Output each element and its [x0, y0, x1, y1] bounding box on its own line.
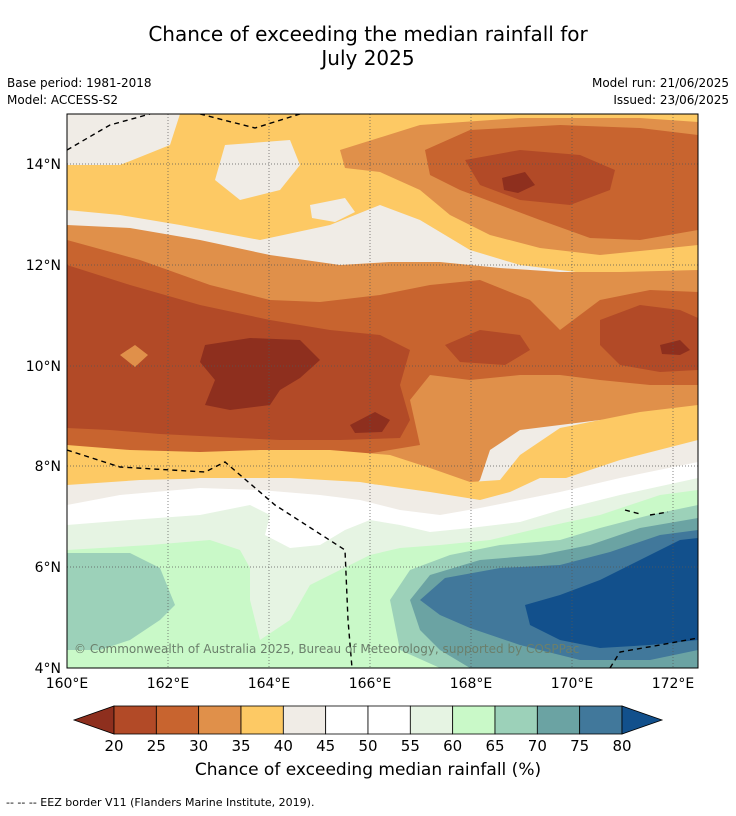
model-label: Model: ACCESS-S2: [7, 93, 119, 107]
band-40-45-small: [310, 198, 355, 222]
colorbar-tick-label: 65: [485, 737, 504, 755]
model-run-label: Model run: 21/06/2025: [591, 76, 729, 90]
issued-label: Issued: 23/06/2025: [613, 93, 729, 107]
longitude-tick-label: 160°E: [46, 676, 89, 692]
band-20-25-east: [600, 305, 698, 372]
latitude-tick-label: 4°N: [35, 661, 61, 677]
colorbar-swatch: [113, 705, 157, 735]
latitude-tick-label: 6°N: [35, 560, 61, 576]
colorbar-over-arrow: [621, 705, 664, 735]
colorbar-title: Chance of exceeding median rainfall (%): [194, 760, 542, 780]
colorbar-swatch: [198, 705, 242, 735]
band-35-40-south: [67, 405, 698, 500]
colorbar-tick-label: 60: [443, 737, 462, 755]
band-40-45-nw: [67, 114, 180, 165]
colorbar-tick-label: 75: [570, 737, 589, 755]
map-title-line-1: Chance of exceeding the median rainfall …: [148, 22, 588, 46]
map-title-line-2: July 2025: [321, 46, 415, 70]
graticule: [67, 114, 698, 668]
band-over-80: [525, 538, 698, 648]
band-under-20-small: [350, 412, 390, 433]
colorbar-swatch: [282, 705, 327, 735]
longitude-tick-label: 162°E: [147, 676, 190, 692]
latitude-tick-label: 14°N: [26, 157, 61, 173]
latitude-tick-label: 12°N: [26, 258, 61, 274]
longitude-tick-label: 168°E: [450, 676, 493, 692]
longitude-tick-label: 170°E: [551, 676, 594, 692]
colorbar-tick-label: 70: [528, 737, 547, 755]
colorbar-tick-label: 55: [401, 737, 420, 755]
probability-field: [67, 114, 698, 668]
colorbar-tick-label: 30: [189, 737, 208, 755]
colorbar-tick-label: 20: [104, 737, 123, 755]
band-under-20-east: [660, 340, 690, 355]
band-under-20-ne: [502, 172, 535, 193]
band-under-20-west: [200, 338, 320, 410]
colorbar-swatch: [155, 705, 200, 735]
colorbar-swatch: [367, 705, 411, 735]
eez-footnote: -- -- -- EEZ border V11 (Flanders Marine…: [6, 796, 315, 809]
colorbar-tick-label: 40: [274, 737, 293, 755]
band-20-25-mid: [445, 330, 530, 365]
band-65-70-west: [67, 553, 175, 650]
colorbar-tick-label: 50: [358, 737, 377, 755]
longitude-tick-label: 172°E: [652, 676, 695, 692]
colorbar-swatch: [579, 705, 623, 735]
colorbar-under-arrow: [72, 705, 115, 735]
latitude-tick-label: 10°N: [26, 359, 61, 375]
band-30-35-patch: [120, 345, 148, 367]
copyright-notice: © Commonwealth of Australia 2025, Bureau…: [74, 642, 579, 656]
colorbar-tick-label: 25: [147, 737, 166, 755]
map-frame: [66, 113, 699, 669]
eez-border: [67, 114, 698, 668]
colorbar-swatch: [240, 705, 284, 735]
colorbar: [72, 705, 664, 735]
longitude-labels: 160°E 162°E 164°E 166°E 168°E 170°E 172°E: [46, 676, 695, 692]
latitude-tick-label: 8°N: [35, 459, 61, 475]
colorbar-swatch: [409, 705, 454, 735]
band-40-45-patch: [215, 140, 300, 200]
colorbar-tick-label: 45: [316, 737, 335, 755]
latitude-labels: 14°N 12°N 10°N 8°N 6°N 4°N: [26, 157, 61, 677]
colorbar-tick-label: 80: [612, 737, 631, 755]
colorbar-tick-label: 35: [231, 737, 250, 755]
colorbar-tick-labels: 20 25 30 35 40 45 50 55 60 65 70 75 80: [104, 737, 631, 755]
longitude-tick-label: 164°E: [248, 676, 291, 692]
colorbar-swatch: [494, 705, 538, 735]
colorbar-swatch: [325, 705, 369, 735]
colorbar-swatch: [452, 705, 496, 735]
colorbar-swatch: [536, 705, 581, 735]
base-period-label: Base period: 1981-2018: [7, 76, 152, 90]
longitude-tick-label: 166°E: [349, 676, 392, 692]
